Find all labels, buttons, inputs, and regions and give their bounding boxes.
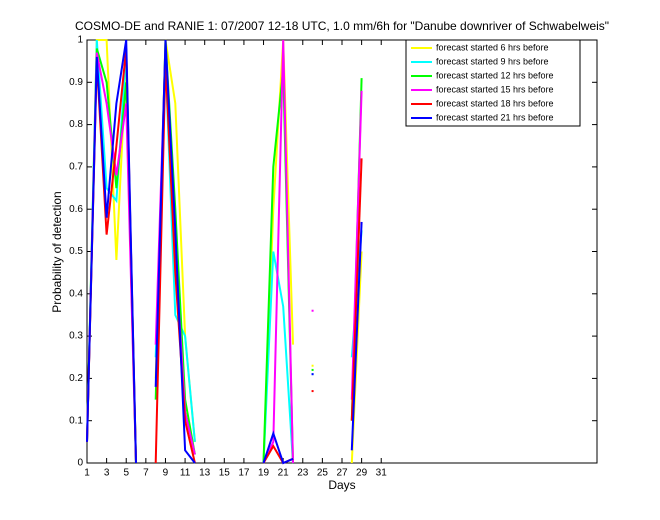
x-tick-label: 5: [123, 468, 129, 479]
x-tick-label: 19: [258, 468, 270, 479]
x-tick-label: 27: [336, 468, 348, 479]
series-line: [350, 90, 363, 400]
y-tick-label: 0.5: [69, 246, 83, 257]
series-line: [154, 61, 196, 464]
legend-label: forecast started 15 hrs before: [436, 84, 554, 94]
x-tick-label: 21: [278, 468, 290, 479]
y-tick-label: 0.9: [69, 77, 83, 88]
x-tick-label: 9: [163, 468, 169, 479]
x-tick-label: 15: [219, 468, 231, 479]
y-axis-label: Probability of detection: [50, 191, 64, 312]
point: [311, 390, 314, 393]
point: [311, 368, 314, 371]
x-tick-label: 1: [84, 468, 90, 479]
legend-label: forecast started 18 hrs before: [436, 98, 554, 108]
x-tick-label: 13: [199, 468, 211, 479]
y-tick-label: 0.8: [69, 119, 83, 130]
x-tick-label: 7: [143, 468, 149, 479]
y-tick-label: 0.7: [69, 162, 83, 173]
y-tick-label: 1: [77, 35, 83, 46]
point: [311, 373, 314, 376]
legend-label: forecast started 21 hrs before: [436, 112, 554, 122]
x-tick-label: 17: [238, 468, 250, 479]
x-tick-label: 11: [180, 468, 191, 479]
series-line: [262, 430, 294, 465]
y-tick-label: 0: [77, 458, 83, 469]
legend-box: [405, 39, 581, 127]
chart-title: COSMO-DE and RANIE 1: 07/2007 12-18 UTC,…: [75, 19, 609, 33]
x-tick-label: 29: [356, 468, 368, 479]
legend-label: forecast started 6 hrs before: [436, 42, 549, 52]
point: [311, 364, 314, 367]
x-tick-label: 23: [297, 468, 309, 479]
x-tick-label: 25: [317, 468, 329, 479]
x-tick-label: 3: [104, 468, 110, 479]
legend-label: forecast started 12 hrs before: [436, 70, 554, 80]
series-line: [86, 39, 137, 464]
y-tick-label: 0.3: [69, 331, 83, 342]
series-line: [154, 39, 196, 464]
y-tick-label: 0.6: [69, 204, 83, 215]
x-axis-label: Days: [328, 478, 355, 492]
y-tick-label: 0.2: [69, 373, 83, 384]
point: [311, 309, 314, 312]
x-tick-label: 31: [376, 468, 388, 479]
series-line: [350, 158, 363, 421]
y-tick-label: 0.1: [69, 415, 83, 426]
series-line: [350, 221, 363, 451]
y-tick-label: 0.4: [69, 288, 83, 299]
legend-label: forecast started 9 hrs before: [436, 56, 549, 66]
series-line: [262, 39, 294, 464]
